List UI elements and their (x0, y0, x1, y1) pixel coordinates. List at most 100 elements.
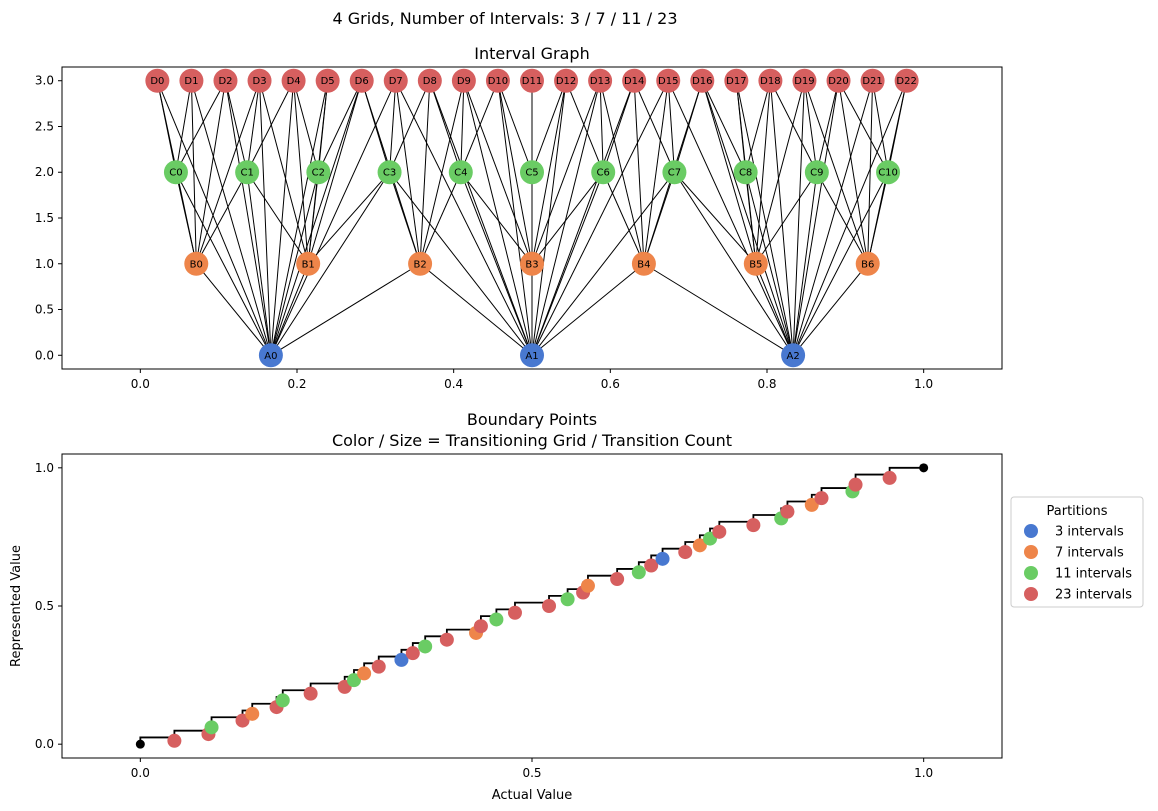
boundary-points-title: Boundary Points (467, 410, 597, 429)
interval-graph-y-axis: 0.0 0.5 1.0 1.5 2.0 2.5 3.0 (35, 74, 62, 362)
graph-edge (307, 171, 390, 265)
graph-edge (419, 172, 462, 264)
graph-node-label: A2 (787, 351, 800, 362)
y-tick-label: 2.0 (35, 165, 54, 179)
graph-edge (361, 80, 391, 173)
graph-edge (395, 80, 533, 356)
graph-node-d9 (451, 68, 476, 93)
graph-edge (599, 80, 645, 264)
legend-label: 3 intervals (1055, 525, 1124, 540)
graph-node-d1 (179, 68, 204, 93)
graph-edge (816, 80, 840, 173)
graph-node-label: D6 (355, 76, 369, 87)
graph-edge (755, 171, 818, 265)
graph-node-label: B2 (413, 259, 426, 270)
x-tick-label: 0.8 (757, 377, 776, 391)
graph-node-b2 (408, 251, 433, 276)
boundary-point (473, 619, 488, 634)
graph-node-label: D10 (488, 76, 508, 87)
graph-node-label: C10 (878, 168, 898, 179)
graph-edge (429, 80, 533, 356)
graph-edge (246, 80, 295, 173)
graph-node-c0 (163, 160, 188, 185)
graph-edge (674, 171, 794, 356)
x-axis-label: Actual Value (492, 788, 573, 803)
graph-node-label: D2 (218, 76, 232, 87)
graph-node-c5 (520, 160, 544, 185)
boundary-point (303, 686, 318, 701)
graph-node-c1 (235, 160, 260, 185)
graph-edge (293, 80, 319, 173)
graph-edge (389, 80, 431, 173)
legend-label: 23 intervals (1055, 588, 1132, 603)
graph-edge (745, 172, 794, 356)
graph-edge (460, 80, 465, 173)
interval-graph-x-axis: 0.0 0.2 0.4 0.6 0.8 1.0 (131, 369, 933, 391)
y-axis-label: Represented Value (9, 545, 24, 667)
graph-edge (602, 80, 635, 173)
graph-node-label: C9 (810, 168, 823, 179)
graph-node-d4 (281, 68, 306, 93)
graph-edge (270, 263, 309, 356)
boundary-point (235, 713, 250, 728)
graph-node-d6 (349, 68, 374, 93)
graph-node-label: D15 (658, 76, 678, 87)
graph-edge (735, 80, 794, 356)
boundary-points-y-axis: 0.0 0.5 1.0 (35, 461, 62, 751)
graph-node-label: C2 (312, 168, 325, 179)
x-tick-label: 0.5 (522, 766, 541, 780)
graph-edge (293, 80, 309, 264)
boundary-point (371, 659, 386, 674)
graph-node-label: B6 (861, 259, 874, 270)
graph-edge (175, 80, 226, 173)
graph-node-label: D5 (321, 76, 335, 87)
graph-node-d11 (520, 68, 544, 93)
legend-entries: 3 intervals 7 intervals 11 intervals 23 int… (1024, 524, 1132, 603)
graph-node-d19 (792, 68, 817, 93)
y-tick-label: 0.5 (35, 303, 54, 317)
graph-edge (803, 80, 869, 264)
boundary-point (882, 470, 897, 485)
graph-edge (674, 171, 757, 265)
legend-marker (1024, 545, 1038, 559)
boundary-point (167, 733, 182, 748)
graph-node-label: D3 (253, 76, 267, 87)
graph-node-label: D16 (692, 76, 712, 87)
x-tick-label: 0.4 (444, 377, 463, 391)
graph-node-b0 (184, 251, 209, 276)
graph-node-label: C6 (597, 168, 610, 179)
x-tick-label: 1.0 (914, 766, 933, 780)
graph-edge (701, 80, 757, 264)
boundary-point (848, 477, 863, 492)
graph-edge (195, 80, 261, 264)
legend-marker (1024, 566, 1038, 580)
graph-node-d8 (417, 68, 442, 93)
graph-node-d0 (145, 68, 170, 93)
graph-edge (463, 80, 533, 356)
boundary-point (489, 612, 504, 627)
graph-node-label: B0 (190, 259, 203, 270)
graph-edge (867, 80, 874, 264)
graph-node-d16 (690, 68, 715, 93)
graph-edge (792, 80, 805, 356)
graph-node-label: A0 (264, 351, 277, 362)
graph-node-c6 (591, 160, 616, 185)
graph-node-d21 (860, 68, 885, 93)
graph-edge (531, 80, 567, 173)
interval-graph-panel: Interval Graph A0 A1 A2 B0 B1 B2 B3 B4 B5 B6 C0 C1 C… (35, 44, 1003, 391)
legend: Partitions 3 intervals 7 intervals 11 inte… (1010, 496, 1144, 608)
graph-edge (270, 80, 329, 356)
graph-node-c10 (876, 160, 901, 185)
y-tick-label: 3.0 (35, 74, 54, 88)
graph-edge (395, 80, 421, 264)
graph-node-label: D22 (896, 76, 916, 87)
boundary-points-panel: Boundary Points Color / Size = Transitio… (9, 410, 1144, 803)
graph-node-label: A1 (525, 351, 538, 362)
graph-edge (175, 172, 272, 356)
boundary-point (245, 706, 260, 721)
graph-node-label: D17 (726, 76, 746, 87)
graph-edge (531, 171, 675, 356)
graph-edge (602, 172, 645, 264)
graph-edge (246, 80, 261, 173)
graph-node-label: D12 (556, 76, 576, 87)
